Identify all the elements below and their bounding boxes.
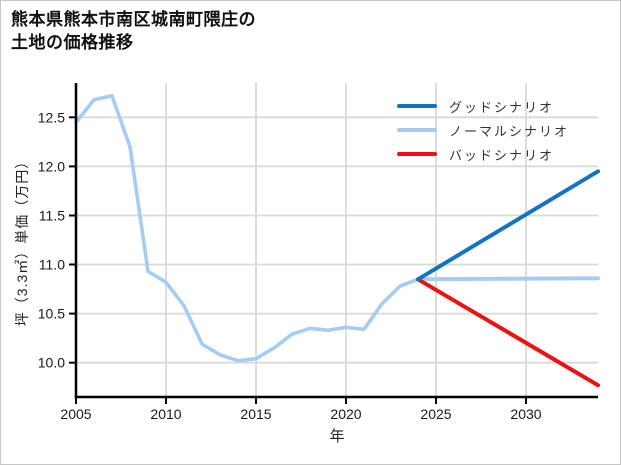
x-tick-label: 2005: [60, 406, 91, 422]
good-scenario-line-swatch: [397, 104, 437, 108]
legend-label-bad-scenario: バッドシナリオ: [449, 147, 555, 163]
legend-label-good-scenario: グッドシナリオ: [449, 99, 555, 115]
y-tick-label: 10.5: [38, 306, 65, 322]
x-axis-label: 年: [329, 428, 345, 445]
y-tick-label: 11.5: [39, 208, 65, 224]
bad-scenario-line-swatch: [397, 152, 437, 156]
x-tick-label: 2015: [240, 406, 271, 422]
chart-title: 熊本県熊本市南区城南町隈庄の 土地の価格推移: [11, 8, 256, 54]
chart-title-line1: 熊本県熊本市南区城南町隈庄の: [11, 10, 256, 29]
series-ノーマルシナリオ: [416, 276, 600, 282]
y-axis-label: 坪（3.3㎡）単価（万円）: [14, 153, 30, 327]
normal-scenario-line-swatch: [397, 128, 437, 132]
y-tick-label: 12.5: [38, 109, 65, 125]
y-tick-label: 11.0: [39, 257, 65, 273]
legend-item-good-scenario: グッドシナリオ: [397, 94, 569, 118]
x-tick-label: 2010: [150, 406, 181, 422]
x-tick-label: 2020: [330, 406, 361, 422]
chart-title-line2: 土地の価格推移: [11, 33, 134, 52]
x-tick-label: 2030: [510, 406, 541, 422]
legend-item-bad-scenario: バッドシナリオ: [397, 142, 569, 166]
y-tick-label: 12.0: [38, 158, 65, 174]
x-tick-label: 2025: [420, 406, 451, 422]
legend: グッドシナリオ ノーマルシナリオ バッドシナリオ: [397, 94, 569, 166]
y-tick-label: 10.0: [38, 355, 65, 371]
series-historical: [74, 94, 420, 363]
series-バッドシナリオ: [416, 277, 600, 388]
legend-label-normal-scenario: ノーマルシナリオ: [449, 123, 570, 139]
legend-item-normal-scenario: ノーマルシナリオ: [397, 118, 569, 142]
series-グッドシナリオ: [416, 169, 600, 282]
